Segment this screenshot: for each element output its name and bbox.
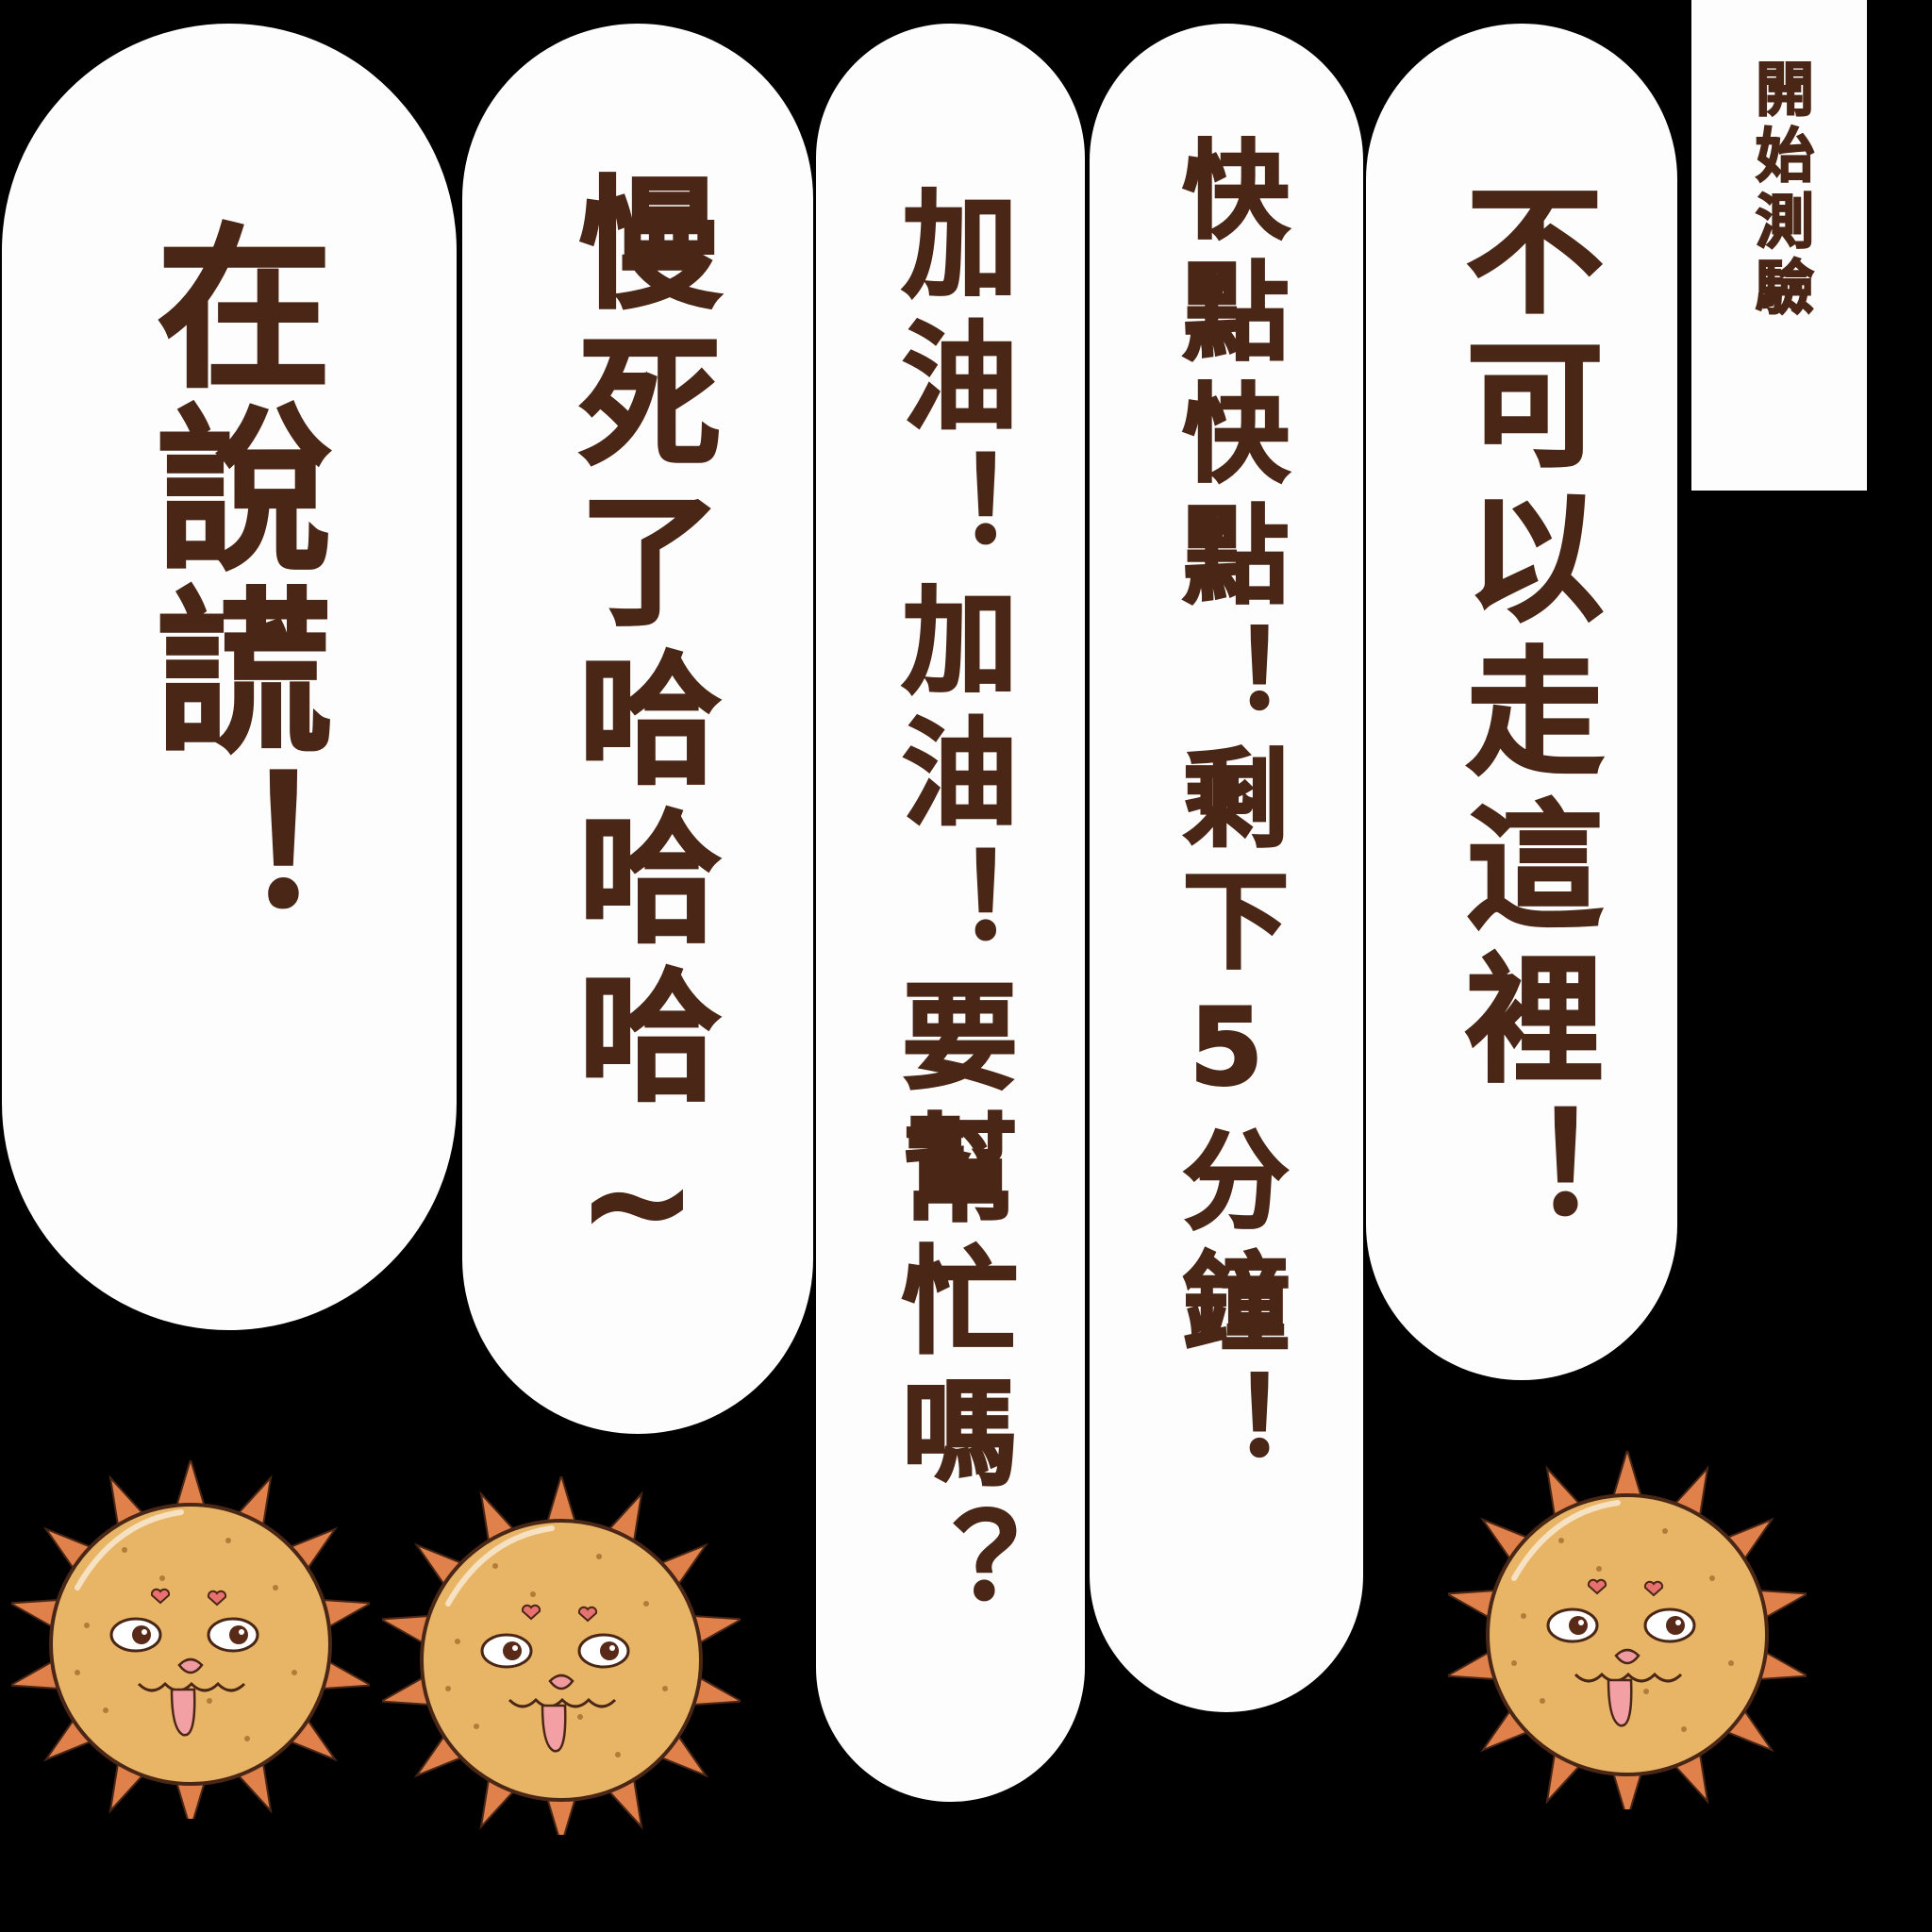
start-quiz-label-text: 開始測驗 [1744, 58, 1815, 324]
start-quiz-label[interactable]: 開始測驗 [1691, 0, 1867, 491]
speech-bubble-cheer: 加油！加油！要幫忙嗎？ [816, 24, 1085, 1802]
spiky-sun-mascot-icon [7, 1456, 375, 1833]
speech-bubble-text: 在說謊！ [126, 216, 333, 947]
speech-bubble-text: 加油！加油！要幫忙嗎？ [882, 183, 1019, 1639]
spiky-sun-mascot-icon [1443, 1446, 1811, 1824]
speech-bubble-hurry: 快點快點！剩下5分鐘！ [1090, 24, 1363, 1712]
speech-bubble-slow: 慢死了哈哈哈~ [462, 24, 813, 1434]
speech-bubble-text: 快點快點！剩下5分鐘！ [1164, 134, 1290, 1492]
spiky-sun-mascot-icon [377, 1472, 745, 1849]
speech-bubble-text: 不可以走這裡！ [1441, 178, 1604, 1257]
speech-bubble-no-walking: 不可以走這裡！ [1366, 24, 1677, 1380]
speech-bubble-lying: 在說謊！ [2, 24, 457, 1330]
speech-bubble-text: 慢死了哈哈哈~ [554, 169, 721, 1304]
